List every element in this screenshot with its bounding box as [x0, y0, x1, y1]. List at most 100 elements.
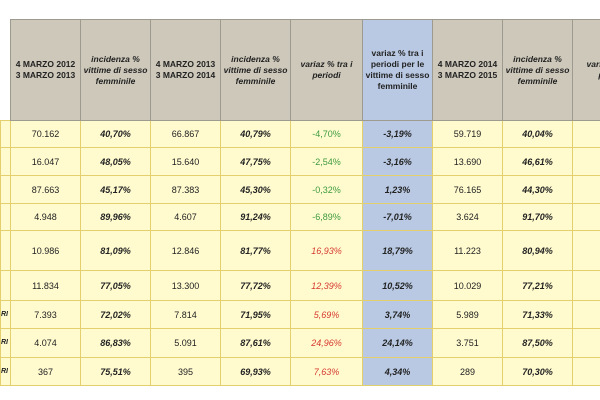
table-cell: 12.846: [150, 230, 221, 271]
table-cell: 71,95%: [220, 300, 291, 329]
table-cell: 40,79%: [220, 120, 291, 148]
table-cell: 367: [10, 357, 81, 386]
table-cell: 10.029: [432, 270, 503, 301]
row-label: [0, 230, 11, 271]
table-cell: 70,30%: [502, 357, 573, 386]
table-cell: 45,17%: [80, 175, 151, 204]
table-cell: -22: [572, 300, 600, 329]
table-cell: 4.948: [10, 203, 81, 231]
table-cell: -12: [572, 230, 600, 271]
table-cell: 69,93%: [220, 357, 291, 386]
table-cell: 1,23%: [362, 175, 433, 204]
table-cell: 72,02%: [80, 300, 151, 329]
table-cell: 7.814: [150, 300, 221, 329]
table-cell: 5.091: [150, 328, 221, 358]
table-cell: 66.867: [150, 120, 221, 148]
table-cell: 10,52%: [362, 270, 433, 301]
table-cell: 13.300: [150, 270, 221, 301]
header-stub: [0, 19, 11, 121]
table-cell: 75,51%: [80, 357, 151, 386]
header-variation: variaz % tra i periodi: [572, 19, 600, 121]
header-variation: variaz % tra i periodi: [290, 19, 363, 121]
header-period-2012: 4 MARZO 2012 3 MARZO 2013: [10, 19, 81, 121]
table-cell: -24: [572, 270, 600, 301]
table-cell: 11.223: [432, 230, 503, 271]
header-row: 4 MARZO 2012 3 MARZO 2013 incidenza % vi…: [0, 19, 600, 121]
row-label: [0, 270, 11, 301]
table-cell: 4.074: [10, 328, 81, 358]
table-cell: 44,30%: [502, 175, 573, 204]
header-incidence: incidenza % vittime di sesso femminile: [502, 19, 573, 121]
table-cell: 5,69%: [290, 300, 363, 329]
header-period-2013: 4 MARZO 2013 3 MARZO 2014: [150, 19, 221, 121]
table-row: 16.047 48,05% 15.640 47,75% -2,54% -3,16% 13.6…: [0, 147, 600, 176]
table-cell: 4.607: [150, 203, 221, 231]
table-cell: 5.989: [432, 300, 503, 329]
table-cell: -16: [572, 120, 600, 148]
table-cell: 45,30%: [220, 175, 291, 204]
table-row: RI 3)36775,51%39569,93%7,63%4,34%28970,3…: [0, 357, 600, 386]
table-cell: -12: [572, 175, 600, 204]
table-row: 11.834 77,05% 13.300 77,72% 12,39% 10,52% 10.0…: [0, 270, 600, 301]
table-cell: -21: [572, 203, 600, 231]
row-label: RI 3): [0, 357, 11, 386]
header-incidence: incidenza % vittime di sesso femminile: [80, 19, 151, 121]
row-label: [0, 147, 11, 176]
table-cell: 3,74%: [362, 300, 433, 329]
table-cell: 47,75%: [220, 147, 291, 176]
table-cell: -2,54%: [290, 147, 363, 176]
table-cell: 7,63%: [290, 357, 363, 386]
table-cell: 80,94%: [502, 230, 573, 271]
table-cell: 87.663: [10, 175, 81, 204]
table-row: RI 2)4.07486,83%5.09187,61%24,96%24,14%3…: [0, 328, 600, 358]
table-cell: 87,50%: [502, 328, 573, 358]
table-cell: 4,34%: [362, 357, 433, 386]
header-incidence: incidenza % vittime di sesso femminile: [220, 19, 291, 121]
statistics-table: 4 MARZO 2012 3 MARZO 2013 incidenza % vi…: [0, 19, 600, 386]
table-cell: 59.719: [432, 120, 503, 148]
table-cell: 16.047: [10, 147, 81, 176]
header-variation-female: variaz % tra i periodi per le vittime di…: [362, 19, 433, 121]
table-cell: -3,19%: [362, 120, 433, 148]
table-cell: 3.624: [432, 203, 503, 231]
table-cell: 11.834: [10, 270, 81, 301]
table-cell: 24,96%: [290, 328, 363, 358]
table-cell: -4,70%: [290, 120, 363, 148]
table-row: 4.948 89,96% 4.607 91,24% -6,89% -7,01% 3.624 9…: [0, 203, 600, 231]
table-cell: -7,01%: [362, 203, 433, 231]
table-cell: 76.165: [432, 175, 503, 204]
table-cell: 87.383: [150, 175, 221, 204]
table-cell: 24,14%: [362, 328, 433, 358]
table-cell: 77,72%: [220, 270, 291, 301]
data-table-container: 4 MARZO 2012 3 MARZO 2013 incidenza % vi…: [0, 19, 600, 386]
table-cell: 40,04%: [502, 120, 573, 148]
table-cell: 18,79%: [362, 230, 433, 271]
table-cell: 71,33%: [502, 300, 573, 329]
table-cell: -12: [572, 147, 600, 176]
table-row: 87.663 45,17% 87.383 45,30% -0,32% 1,23% 76.16…: [0, 175, 600, 204]
table-row: 10.986 81,09% 12.846 81,77% 16,93% 18,79% 11.2…: [0, 230, 600, 271]
table-cell: 13.690: [432, 147, 503, 176]
row-label: RI 1): [0, 300, 11, 329]
table-cell: 395: [150, 357, 221, 386]
table-row: RI 1)7.39372,02%7.81471,95%5,69%3,74%5.9…: [0, 300, 600, 329]
header-period-2014: 4 MARZO 2014 3 MARZO 2015: [432, 19, 503, 121]
table-cell: -0,32%: [290, 175, 363, 204]
table-cell: 81,09%: [80, 230, 151, 271]
row-label: RI 2): [0, 328, 11, 358]
row-label: [0, 203, 11, 231]
table-cell: 77,21%: [502, 270, 573, 301]
table-cell: 86,83%: [80, 328, 151, 358]
table-cell: -3,16%: [362, 147, 433, 176]
table-cell: 15.640: [150, 147, 221, 176]
table-cell: 77,05%: [80, 270, 151, 301]
table-cell: 3.751: [432, 328, 503, 358]
table-cell: 10.986: [10, 230, 81, 271]
table-cell: -26: [572, 357, 600, 386]
table-cell: 91,24%: [220, 203, 291, 231]
table-cell: 12,39%: [290, 270, 363, 301]
table-cell: 89,96%: [80, 203, 151, 231]
table-cell: 91,70%: [502, 203, 573, 231]
row-label: [0, 175, 11, 204]
table-cell: 70.162: [10, 120, 81, 148]
